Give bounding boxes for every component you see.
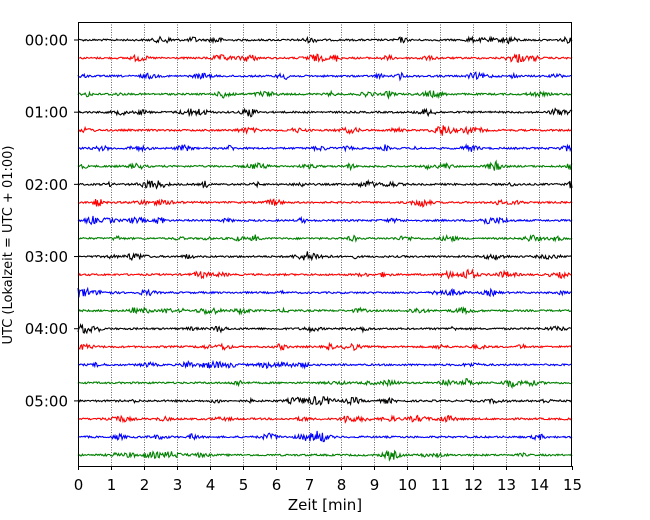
seismic-traces bbox=[77, 35, 573, 462]
seismic-trace-0000 bbox=[77, 35, 573, 45]
seismic-trace-0100 bbox=[77, 107, 573, 118]
seismic-trace-0545 bbox=[77, 449, 573, 462]
y-tick-label: 01:00 bbox=[25, 104, 68, 122]
x-tick-label: 12 bbox=[464, 476, 483, 494]
x-tick-label: 0 bbox=[74, 476, 84, 494]
seismic-trace-0430 bbox=[77, 359, 573, 370]
seismic-trace-0130 bbox=[77, 143, 573, 153]
plot-area-frame bbox=[78, 22, 572, 467]
y-tick-label: 00:00 bbox=[25, 32, 68, 50]
x-axis-ticks: 0 1 2 3 4 5 6 7 8 9 10 11 12 13 14 15 bbox=[74, 466, 582, 494]
seismic-trace-0200 bbox=[77, 179, 573, 190]
seismic-trace-0030 bbox=[77, 71, 573, 82]
x-tick-label: 9 bbox=[370, 476, 380, 494]
seismic-trace-0400 bbox=[77, 323, 573, 335]
seismic-trace-0245 bbox=[77, 234, 573, 243]
y-tick-label: 03:00 bbox=[25, 248, 68, 266]
x-tick-label: 11 bbox=[431, 476, 450, 494]
seismic-trace-0445 bbox=[77, 378, 573, 390]
x-tick-label: 8 bbox=[337, 476, 347, 494]
seismic-trace-0330 bbox=[77, 286, 573, 298]
seismic-trace-0530 bbox=[77, 430, 573, 443]
seismic-trace-0345 bbox=[77, 306, 573, 316]
seismic-trace-0215 bbox=[77, 198, 573, 208]
seismic-trace-0145 bbox=[77, 159, 573, 172]
seismic-trace-0015 bbox=[77, 53, 573, 64]
seismic-trace-0515 bbox=[77, 414, 573, 424]
x-tick-label: 2 bbox=[140, 476, 150, 494]
y-axis-label: UTC (Lokalzeit = UTC + 01:00) bbox=[1, 146, 16, 345]
x-tick-label: 14 bbox=[530, 476, 549, 494]
y-axis-ticks: 00:00 01:00 02:00 03:00 04:00 05:00 bbox=[25, 32, 78, 410]
y-tick-label: 05:00 bbox=[25, 392, 68, 410]
x-tick-label: 1 bbox=[107, 476, 117, 494]
x-tick-label: 3 bbox=[173, 476, 183, 494]
seismic-trace-0415 bbox=[78, 341, 573, 352]
seismic-trace-0300 bbox=[78, 251, 572, 262]
x-tick-label: 10 bbox=[398, 476, 417, 494]
y-tick-label: 02:00 bbox=[25, 176, 68, 194]
y-tick-label: 04:00 bbox=[25, 320, 68, 338]
x-tick-label: 7 bbox=[305, 476, 315, 494]
seismic-trace-0230 bbox=[77, 215, 573, 226]
x-tick-label: 5 bbox=[239, 476, 249, 494]
x-grid-lines bbox=[111, 22, 540, 466]
x-tick-label: 15 bbox=[563, 476, 582, 494]
seismic-trace-0045 bbox=[77, 89, 573, 100]
x-axis-label: Zeit [min] bbox=[288, 496, 362, 514]
seismic-trace-0315 bbox=[77, 268, 573, 280]
seismic-trace-0115 bbox=[77, 125, 573, 136]
x-tick-label: 6 bbox=[272, 476, 282, 494]
x-tick-label: 13 bbox=[497, 476, 516, 494]
seismic-trace-0500 bbox=[77, 395, 573, 407]
x-tick-label: 4 bbox=[206, 476, 216, 494]
